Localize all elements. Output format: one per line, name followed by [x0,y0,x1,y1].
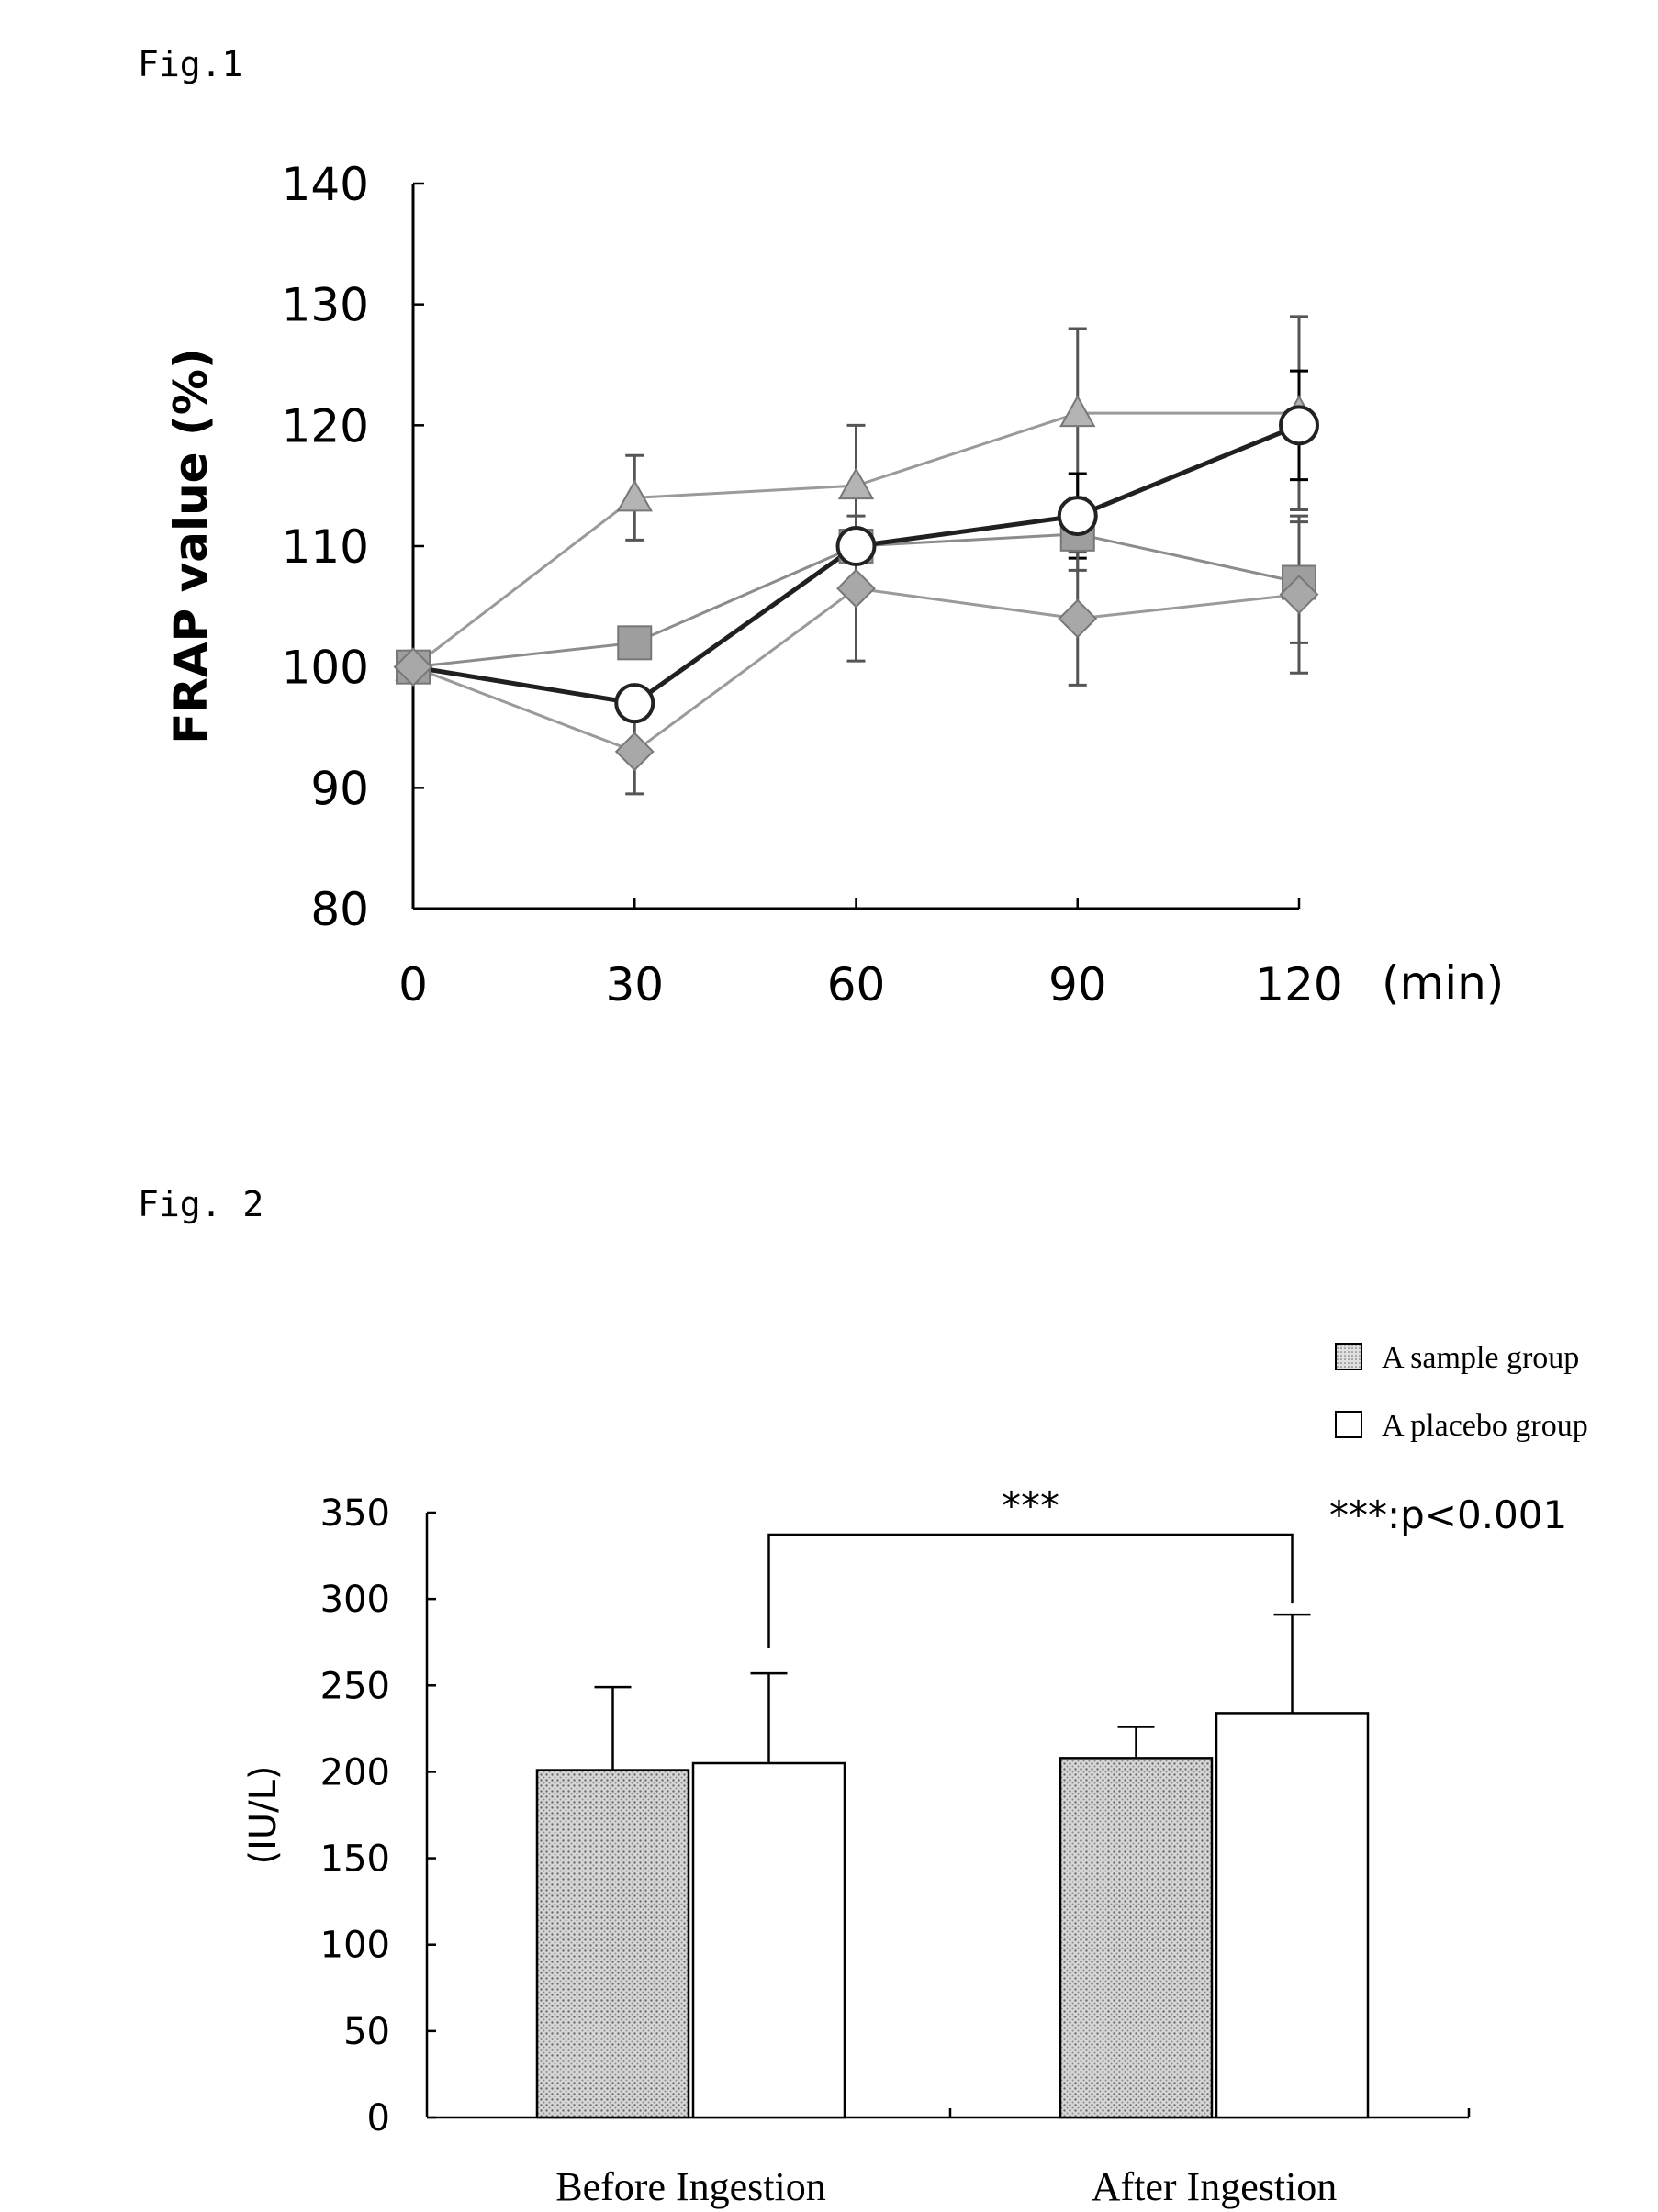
legend-label-sample: A sample group [1382,1341,1579,1375]
significance-note: ***:p<0.001 [1329,1492,1567,1537]
bar-1 [693,1763,845,2117]
iu-bar-chart: 0 50 100 150 200 250 300 350 (IU/L) Before Ingest… [242,1341,1588,2209]
y-axis-label: (IU/L) [242,1765,285,1864]
data-point-s2 [1059,497,1096,534]
y-tick-label: 100 [282,642,369,695]
x-tick-label: 60 [827,958,886,1011]
data-point-s2 [1281,407,1317,443]
y-axis-label: FRAP value (%) [164,348,218,744]
bar-1 [1216,1713,1368,2117]
data-point-s3 [1059,600,1096,637]
category-label: Before Ingestion [555,2164,825,2209]
x-tick-label: 120 [1255,958,1342,1011]
x-tick-label: 90 [1048,958,1107,1011]
data-point-s2 [616,685,653,721]
data-point-s2 [838,528,875,564]
y-tick-label: 250 [320,1665,390,1707]
y-tick-label: 300 [320,1579,390,1621]
y-tick-label: 150 [320,1838,390,1881]
y-tick-label: 80 [310,883,369,936]
bar-0 [1060,1758,1212,2117]
y-tick-label: 120 [282,399,369,452]
x-axis-unit: (min) [1382,956,1504,1010]
category-label: After Ingestion [1092,2164,1338,2209]
data-point-s3 [838,570,875,607]
significance-stars: *** [1002,1483,1059,1528]
x-tick-label: 30 [605,958,664,1011]
y-tick-label: 140 [282,158,369,211]
legend-swatch-placebo [1336,1412,1361,1437]
bar-0 [537,1771,689,2117]
frap-line-chart: 80 90 100 110 120 130 140 0 30 60 90 120 (min) FRAP v… [164,158,1504,1011]
y-tick-label: 100 [320,1925,390,1967]
y-tick-label: 90 [310,762,369,815]
legend-label-placebo: A placebo group [1382,1409,1588,1443]
legend-swatch-sample [1336,1344,1361,1369]
y-tick-label: 110 [282,520,369,574]
y-tick-label: 50 [343,2011,390,2053]
data-point-s1 [618,626,651,659]
significance-bracket [769,1535,1293,1648]
y-tick-label: 200 [320,1751,390,1793]
data-point-s3 [616,733,653,770]
data-point-s0 [1061,397,1094,426]
figures-canvas: 80 90 100 110 120 130 140 0 30 60 90 120 (min) FRAP v… [0,0,1658,2212]
y-tick-label: 0 [367,2097,390,2139]
y-tick-label: 130 [282,279,369,332]
x-tick-label: 0 [398,958,428,1011]
data-point-s0 [840,469,873,498]
y-tick-label: 350 [320,1492,390,1535]
